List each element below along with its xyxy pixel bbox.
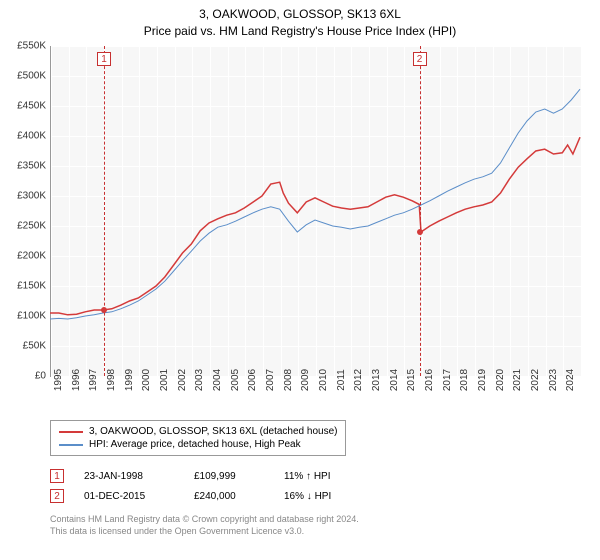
x-tick-label: 2018 [459, 369, 470, 391]
y-tick-label: £150K [17, 281, 46, 292]
x-tick-label: 2007 [265, 369, 276, 391]
sale-marker-line [104, 46, 105, 376]
x-tick-label: 2011 [336, 369, 347, 391]
legend-box: 3, OAKWOOD, GLOSSOP, SK13 6XL (detached … [50, 420, 346, 456]
sale-price: £240,000 [194, 491, 264, 502]
footnote: Contains HM Land Registry data © Crown c… [50, 514, 580, 537]
x-tick-label: 2016 [424, 369, 435, 391]
sale-date: 23-JAN-1998 [84, 471, 174, 482]
x-tick-label: 2024 [565, 369, 576, 391]
x-tick-label: 1997 [88, 369, 99, 391]
x-tick-label: 2012 [353, 369, 364, 391]
x-tick-label: 2014 [389, 369, 400, 391]
legend-area: 3, OAKWOOD, GLOSSOP, SK13 6XL (detached … [50, 420, 580, 537]
x-tick-label: 2005 [230, 369, 241, 391]
sales-list: 1 23-JAN-1998 £109,999 11% ↑ HPI 2 01-DEC-201… [50, 466, 580, 506]
x-tick-label: 2006 [247, 369, 258, 391]
x-tick-label: 2022 [530, 369, 541, 391]
title-line-2: Price paid vs. HM Land Registry's House … [0, 23, 600, 40]
y-tick-label: £350K [17, 161, 46, 172]
x-tick-label: 2021 [512, 369, 523, 391]
sale-marker-box: 1 [97, 52, 111, 66]
x-tick-label: 2009 [300, 369, 311, 391]
y-tick-label: £200K [17, 251, 46, 262]
y-tick-label: £450K [17, 101, 46, 112]
y-tick-label: £550K [17, 41, 46, 52]
y-tick-label: £250K [17, 221, 46, 232]
series-line [50, 89, 580, 319]
x-tick-label: 2020 [495, 369, 506, 391]
legend-swatch [59, 431, 83, 433]
sale-num-box: 2 [50, 489, 64, 503]
x-tick-label: 2015 [406, 369, 417, 391]
x-tick-label: 2017 [442, 369, 453, 391]
x-tick-label: 1999 [124, 369, 135, 391]
sale-diff: 16% ↓ HPI [284, 491, 374, 502]
sale-row: 1 23-JAN-1998 £109,999 11% ↑ HPI [50, 466, 580, 486]
sale-marker-dot [101, 307, 107, 313]
sale-date: 01-DEC-2015 [84, 491, 174, 502]
legend-item: HPI: Average price, detached house, High… [59, 438, 337, 451]
y-tick-label: £50K [23, 341, 46, 352]
sale-diff: 11% ↑ HPI [284, 471, 374, 482]
y-tick-label: £0 [35, 371, 46, 382]
sale-num-box: 1 [50, 469, 64, 483]
sale-row: 2 01-DEC-2015 £240,000 16% ↓ HPI [50, 486, 580, 506]
footnote-line-2: This data is licensed under the Open Gov… [50, 526, 580, 538]
series-line [50, 137, 580, 315]
x-tick-label: 1996 [71, 369, 82, 391]
x-tick-label: 2008 [283, 369, 294, 391]
y-tick-label: £100K [17, 311, 46, 322]
legend-label: HPI: Average price, detached house, High… [89, 439, 301, 450]
x-tick-label: 2019 [477, 369, 488, 391]
chart-container: 3, OAKWOOD, GLOSSOP, SK13 6XL Price paid… [0, 0, 600, 560]
sale-marker-line [420, 46, 421, 376]
legend-item: 3, OAKWOOD, GLOSSOP, SK13 6XL (detached … [59, 425, 337, 438]
y-tick-label: £300K [17, 191, 46, 202]
y-tick-label: £400K [17, 131, 46, 142]
y-tick-label: £500K [17, 71, 46, 82]
x-tick-label: 1995 [53, 369, 64, 391]
chart-title: 3, OAKWOOD, GLOSSOP, SK13 6XL Price paid… [0, 0, 600, 40]
x-tick-label: 2023 [548, 369, 559, 391]
legend-swatch [59, 444, 83, 446]
legend-label: 3, OAKWOOD, GLOSSOP, SK13 6XL (detached … [89, 426, 337, 437]
sale-marker-box: 2 [413, 52, 427, 66]
x-tick-label: 1998 [106, 369, 117, 391]
x-tick-label: 2004 [212, 369, 223, 391]
title-line-1: 3, OAKWOOD, GLOSSOP, SK13 6XL [0, 6, 600, 23]
x-tick-label: 2000 [141, 369, 152, 391]
x-tick-label: 2002 [177, 369, 188, 391]
sale-price: £109,999 [194, 471, 264, 482]
footnote-line-1: Contains HM Land Registry data © Crown c… [50, 514, 580, 526]
x-tick-label: 2003 [194, 369, 205, 391]
x-tick-label: 2013 [371, 369, 382, 391]
line-series-svg [50, 46, 580, 376]
x-tick-label: 2001 [159, 369, 170, 391]
sale-marker-dot [417, 229, 423, 235]
chart-area: £0£50K£100K£150K£200K£250K£300K£350K£400… [50, 46, 580, 376]
x-tick-label: 2010 [318, 369, 329, 391]
